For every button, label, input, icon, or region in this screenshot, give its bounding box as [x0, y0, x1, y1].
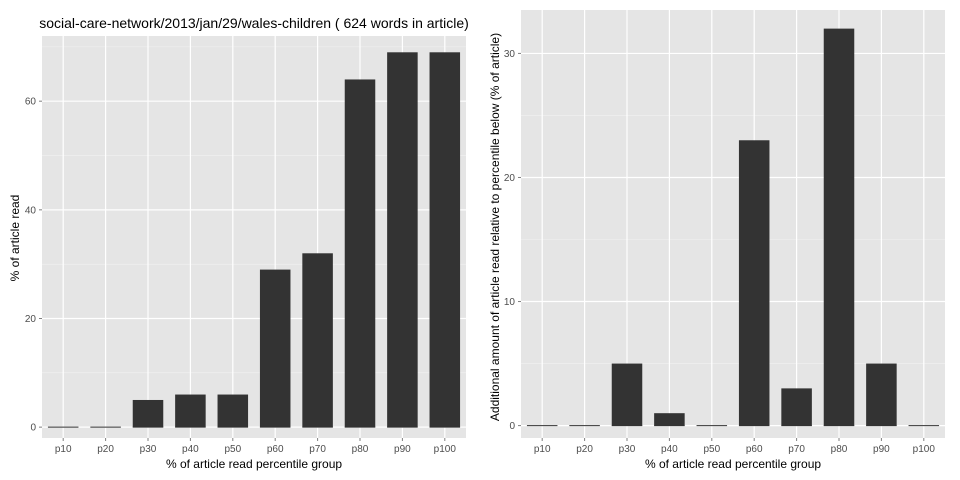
chart-left-bar-p90	[387, 52, 418, 428]
chart-right-y-axis-title: Additional amount of article read relati…	[488, 33, 502, 421]
chart-left-x-tick-label-p70: p70	[309, 444, 326, 455]
chart-right-x-tick-label-p90: p90	[873, 444, 890, 455]
chart-left-bar-p30	[132, 399, 164, 428]
chart-right-x-tick-label-p70: p70	[788, 444, 805, 455]
chart-left-y-tick-label: 20	[25, 314, 37, 325]
chart-left-x-tick-label-p50: p50	[224, 444, 241, 455]
chart-right-x-tick-label-p30: p30	[619, 444, 636, 455]
chart-left-bar-p40	[175, 394, 206, 428]
chart-left-x-tick-label-p10: p10	[55, 444, 72, 455]
chart-right-y-tick-label: 0	[509, 421, 515, 432]
chart-left-bar-p70	[302, 253, 333, 428]
chart-right-x-tick-label-p80: p80	[831, 444, 848, 455]
chart-left-bar-p60	[259, 269, 291, 428]
chart-left-title: social-care-network/2013/jan/29/wales-ch…	[39, 15, 469, 31]
chart-left-x-tick-label-p30: p30	[140, 444, 157, 455]
chart-right-bar-p70	[781, 388, 812, 426]
chart-right-x-tick-label-p10: p10	[534, 444, 551, 455]
chart-left-y-tick-label: 40	[25, 205, 37, 216]
chart-left-x-tick-label-p40: p40	[182, 444, 199, 455]
chart-left-bar-p100	[429, 52, 461, 428]
chart-right-x-tick-label-p40: p40	[661, 444, 678, 455]
chart-right-x-tick-label-p50: p50	[703, 444, 720, 455]
chart-left-x-axis-title: % of article read percentile group	[166, 457, 342, 471]
chart-right-x-tick-label-p20: p20	[576, 444, 593, 455]
chart-right-x-axis-title: % of article read percentile group	[645, 457, 821, 471]
chart-left-bar-p80	[344, 79, 376, 428]
chart-left-panel: 0 20 40 60 p10 p20 p30 p40 p50 p60 p70 p80 p90 p100	[25, 36, 466, 455]
chart-right: % of article read percentile group Addit…	[488, 10, 945, 471]
chart-right-y-tick-label: 10	[504, 297, 516, 308]
chart-left: social-care-network/2013/jan/29/wales-ch…	[8, 15, 469, 471]
chart-left-y-axis-title: % of article read	[8, 195, 22, 282]
chart-left-x-tick-label-p20: p20	[97, 444, 114, 455]
chart-right-bar-p40	[654, 413, 685, 426]
chart-right-bar-p90	[866, 363, 897, 426]
chart-right-bar-p60	[738, 140, 770, 426]
chart-left-y-tick-label: 0	[30, 423, 36, 434]
chart-right-y-tick-label: 30	[504, 49, 516, 60]
chart-left-y-tick-label: 60	[25, 97, 37, 108]
chart-left-x-tick-label-p80: p80	[352, 444, 369, 455]
chart-left-x-tick-label-p90: p90	[394, 444, 411, 455]
chart-right-y-tick-label: 20	[504, 173, 516, 184]
chart-right-panel: 0 10 20 30 p10 p20 p30 p40 p50 p60 p70 p80 p90 p100	[504, 10, 945, 455]
chart-right-bar-p30	[611, 363, 643, 426]
chart-right-bar-p80	[823, 28, 855, 426]
chart-right-x-tick-label-p100: p100	[913, 444, 936, 455]
chart-left-x-tick-label-p60: p60	[267, 444, 284, 455]
chart-left-x-tick-label-p100: p100	[434, 444, 457, 455]
chart-right-x-tick-label-p60: p60	[746, 444, 763, 455]
chart-left-bar-p50	[217, 394, 249, 428]
